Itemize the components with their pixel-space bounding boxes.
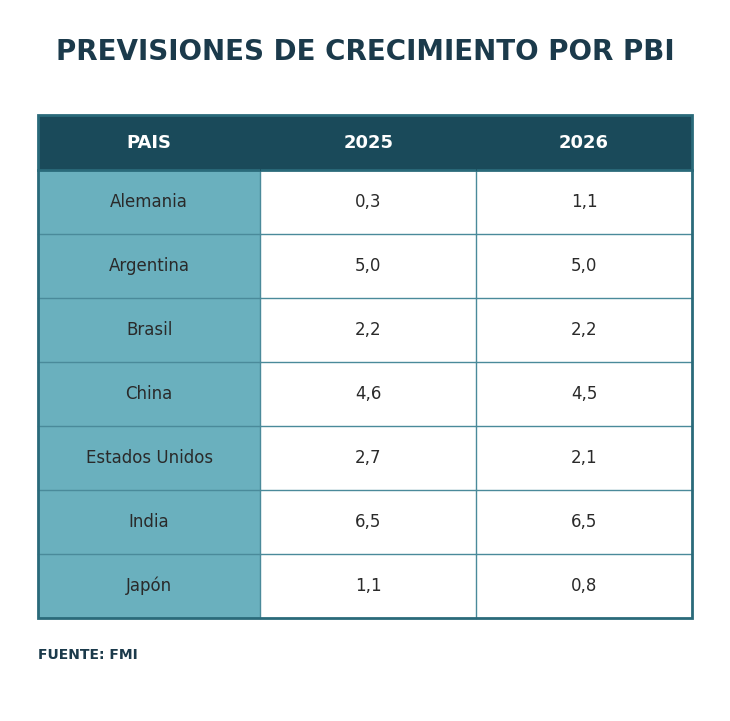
- Text: 2025: 2025: [343, 133, 393, 151]
- Text: PAIS: PAIS: [127, 133, 172, 151]
- Bar: [261, 490, 476, 554]
- Bar: [38, 298, 261, 362]
- Text: 2,2: 2,2: [571, 321, 597, 339]
- Text: Alemania: Alemania: [110, 193, 188, 211]
- Text: 4,6: 4,6: [355, 385, 382, 403]
- Text: 6,5: 6,5: [355, 513, 382, 531]
- Bar: [261, 362, 476, 426]
- Bar: [261, 554, 476, 618]
- Bar: [38, 554, 261, 618]
- Text: 5,0: 5,0: [571, 257, 597, 275]
- Text: 4,5: 4,5: [571, 385, 597, 403]
- Bar: [38, 170, 261, 234]
- Bar: [38, 362, 261, 426]
- Text: 0,8: 0,8: [571, 577, 597, 595]
- Text: 2,1: 2,1: [571, 449, 597, 467]
- Text: 5,0: 5,0: [355, 257, 382, 275]
- Text: 2026: 2026: [559, 133, 609, 151]
- Bar: [38, 426, 261, 490]
- Text: PREVISIONES DE CRECIMIENTO POR PBI: PREVISIONES DE CRECIMIENTO POR PBI: [55, 38, 675, 66]
- Bar: [261, 426, 476, 490]
- Text: 2,7: 2,7: [355, 449, 382, 467]
- Text: China: China: [126, 385, 173, 403]
- Bar: [476, 170, 692, 234]
- Text: 1,1: 1,1: [571, 193, 597, 211]
- Bar: [38, 490, 261, 554]
- Bar: [38, 115, 692, 618]
- Bar: [476, 234, 692, 298]
- Text: India: India: [129, 513, 169, 531]
- Bar: [261, 234, 476, 298]
- Bar: [38, 234, 261, 298]
- Bar: [261, 298, 476, 362]
- Text: Argentina: Argentina: [109, 257, 190, 275]
- Text: Estados Unidos: Estados Unidos: [85, 449, 212, 467]
- Bar: [476, 554, 692, 618]
- Bar: [261, 170, 476, 234]
- Bar: [476, 362, 692, 426]
- Text: 1,1: 1,1: [355, 577, 382, 595]
- Text: 2,2: 2,2: [355, 321, 382, 339]
- Text: 0,3: 0,3: [355, 193, 382, 211]
- Bar: [476, 490, 692, 554]
- Text: Japón: Japón: [126, 577, 172, 596]
- Bar: [476, 426, 692, 490]
- Bar: [38, 115, 692, 170]
- Text: 6,5: 6,5: [571, 513, 597, 531]
- Text: FUENTE: FMI: FUENTE: FMI: [38, 648, 138, 662]
- Text: Brasil: Brasil: [126, 321, 172, 339]
- Bar: [476, 298, 692, 362]
